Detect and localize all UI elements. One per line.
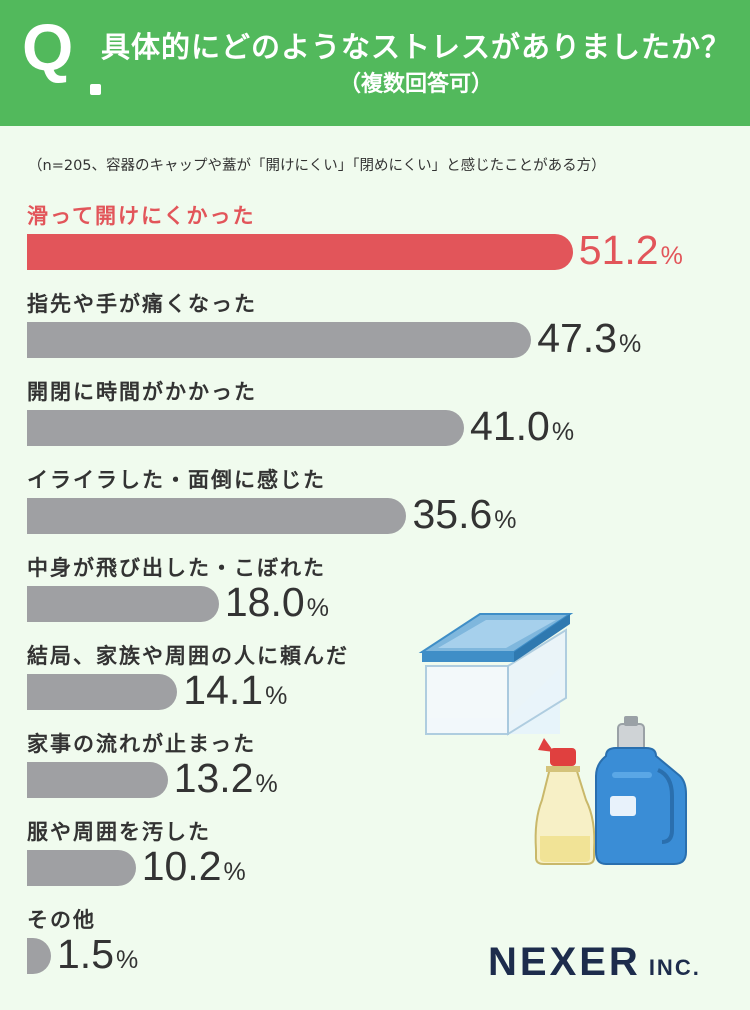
logo-suffix: INC. bbox=[648, 955, 701, 980]
bar-value-number: 1.5 bbox=[57, 931, 114, 977]
bar-label: 服や周囲を汚した bbox=[27, 820, 211, 844]
bar-value-label: 13.2% bbox=[174, 758, 278, 799]
bar bbox=[27, 674, 178, 710]
bar bbox=[27, 410, 465, 446]
bar bbox=[27, 850, 136, 886]
bar-value-unit: % bbox=[619, 330, 642, 358]
bar-label: 指先や手が痛くなった bbox=[27, 292, 257, 316]
bar bbox=[27, 322, 532, 358]
oil-bottle-icon bbox=[534, 738, 596, 865]
bar-label: 結局、家族や周囲の人に頼んだ bbox=[27, 644, 349, 668]
bar-value-unit: % bbox=[255, 770, 278, 798]
bar-value-label: 10.2% bbox=[142, 846, 246, 887]
bar-label: 家事の流れが止まった bbox=[27, 732, 257, 756]
bar-value-number: 41.0 bbox=[470, 403, 550, 449]
question-subtitle: （複数回答可） bbox=[338, 72, 493, 97]
bar bbox=[27, 586, 219, 622]
bar-label: イライラした・面倒に感じた bbox=[27, 468, 326, 492]
bar bbox=[27, 234, 573, 270]
bar-value-label: 41.0% bbox=[470, 406, 574, 447]
food-container-icon bbox=[418, 613, 574, 736]
bar-value-label: 35.6% bbox=[412, 494, 516, 535]
logo-main: NEXER bbox=[488, 940, 641, 984]
bar-label: 開閉に時間がかかった bbox=[27, 380, 257, 404]
sample-note: （n=205、容器のキャップや蓋が「開けにくい」「閉めにくい」と感じたことがある… bbox=[28, 158, 606, 174]
bar-value-label: 51.2% bbox=[579, 230, 683, 271]
bar-value-unit: % bbox=[494, 506, 517, 534]
bar-value-number: 35.6 bbox=[412, 491, 493, 537]
q-mark-dot bbox=[90, 84, 101, 95]
bar-value-number: 51.2 bbox=[578, 227, 659, 273]
bar-value-label: 1.5% bbox=[57, 934, 138, 975]
bar-value-number: 10.2 bbox=[141, 843, 222, 889]
bar-label: 滑って開けにくかった bbox=[27, 204, 256, 228]
bar bbox=[27, 938, 51, 974]
detergent-bottle-icon bbox=[595, 716, 687, 865]
bar-label: その他 bbox=[27, 908, 96, 932]
bar-value-number: 14.1 bbox=[183, 667, 264, 713]
bar-value-number: 18.0 bbox=[224, 579, 305, 625]
q-mark: Q bbox=[22, 10, 74, 84]
bar-value-label: 14.1% bbox=[183, 670, 287, 711]
question-header: Q 具体的にどのようなストレスがありましたか？ （複数回答可） bbox=[0, 0, 750, 126]
bar-value-label: 47.3% bbox=[537, 318, 641, 359]
bar-value-number: 13.2 bbox=[173, 755, 254, 801]
bar-value-unit: % bbox=[551, 418, 575, 446]
bar bbox=[27, 498, 407, 534]
bar-value-unit: % bbox=[116, 946, 139, 974]
bar-value-unit: % bbox=[223, 858, 246, 886]
bar-value-label: 18.0% bbox=[225, 582, 329, 623]
bar-value-unit: % bbox=[306, 594, 329, 622]
bar-value-unit: % bbox=[265, 682, 288, 710]
question-title: 具体的にどのようなストレスがありましたか？ bbox=[100, 30, 731, 64]
bar-label: 中身が飛び出した・こぼれた bbox=[27, 556, 326, 580]
bar bbox=[27, 762, 168, 798]
bar-value-unit: % bbox=[660, 242, 683, 270]
bar-value-number: 47.3 bbox=[537, 315, 618, 361]
containers-illustration bbox=[418, 613, 687, 865]
company-logo: NEXER INC. bbox=[488, 940, 701, 985]
